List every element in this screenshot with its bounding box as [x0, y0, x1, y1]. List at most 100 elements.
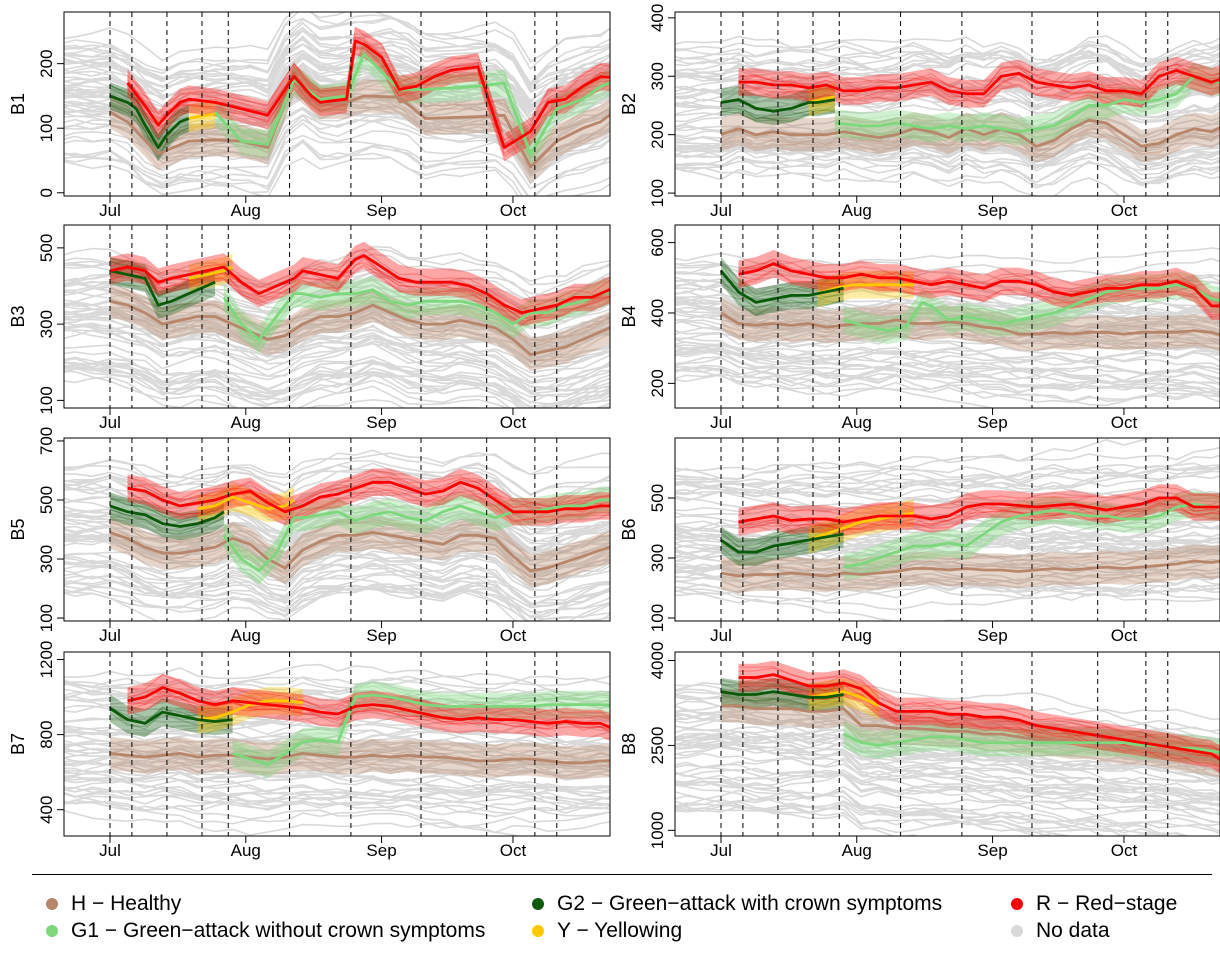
no-data-line — [64, 791, 610, 829]
no-data-line — [675, 516, 1220, 544]
series-member-line — [127, 485, 610, 523]
no-data-line — [675, 166, 1220, 196]
series-member-line — [720, 109, 835, 123]
no-data-line — [64, 374, 610, 408]
no-data-line — [675, 713, 1220, 751]
no-data-line — [675, 740, 1220, 803]
x-tick-label: Aug — [842, 841, 872, 860]
y-axis-title: B2 — [619, 93, 639, 115]
series-member-line — [223, 501, 610, 572]
series-member-line — [197, 507, 295, 521]
series-line-r — [109, 254, 610, 315]
panel-b7: 400 800 1200 Jul Aug Sep Oct B7 — [8, 641, 611, 860]
no-data-line — [675, 462, 1220, 482]
no-data-line — [64, 756, 610, 781]
x-tick-label: Aug — [231, 201, 261, 220]
no-data-line — [64, 537, 610, 591]
series-band-r — [738, 56, 1220, 108]
series-line-g1 — [843, 283, 1220, 333]
no-data-line — [675, 674, 1220, 732]
series-line-g2 — [719, 269, 844, 304]
no-data-line — [64, 705, 610, 727]
series-line-g2 — [720, 532, 844, 554]
series-member-line — [720, 130, 1220, 157]
series-member-line — [188, 275, 233, 287]
legend-item-g1: G1 − Green−attack without crown symptoms — [46, 919, 485, 943]
series-line-y — [197, 699, 303, 721]
no-data-line — [64, 565, 610, 616]
no-data-line — [64, 452, 610, 479]
no-data-line — [64, 138, 610, 196]
series-member-line — [127, 470, 610, 507]
series-member-line — [223, 509, 610, 584]
no-data-line — [675, 780, 1220, 829]
no-data-line — [675, 366, 1195, 408]
series-member-line — [738, 66, 1220, 93]
series-member-line — [109, 248, 610, 310]
y-tick-label: 300 — [648, 544, 667, 572]
no-data-line — [675, 90, 1220, 123]
series-member-line — [188, 105, 216, 108]
series-member-line — [127, 47, 610, 158]
series-member-line — [232, 689, 610, 765]
no-data-line — [64, 90, 610, 159]
series-line-y — [808, 690, 880, 708]
legend-divider — [32, 874, 1212, 875]
no-data-line — [64, 788, 610, 811]
no-data-line — [64, 789, 610, 818]
series-member-line — [834, 68, 1220, 122]
series-member-line — [223, 296, 610, 345]
y-tick-label: 500 — [648, 484, 667, 512]
no-data-line — [64, 522, 610, 567]
no-data-line — [64, 489, 610, 536]
no-data-line — [675, 781, 1171, 836]
no-data-line — [675, 745, 1220, 798]
panel-frame — [674, 437, 1220, 622]
series-band-r — [738, 250, 1220, 320]
no-data-line — [675, 737, 1220, 815]
plot-area — [675, 35, 1220, 196]
series-line-h — [721, 704, 1220, 763]
legend-swatch — [1011, 898, 1023, 910]
no-data-line — [675, 710, 1220, 741]
series-line-r — [738, 69, 1220, 96]
series-member-line — [109, 496, 225, 524]
y-tick-label: 100 — [37, 386, 56, 414]
y-tick-label: 100 — [37, 114, 56, 142]
no-data-line — [675, 336, 1220, 375]
series-member-line — [232, 693, 610, 761]
series-member-line — [127, 486, 610, 524]
no-data-line — [675, 789, 1220, 825]
no-data-line — [675, 752, 1220, 816]
no-data-line — [675, 694, 1220, 758]
series-band-g1 — [843, 490, 1220, 581]
no-data-line — [675, 560, 1220, 576]
no-data-line — [64, 305, 610, 354]
no-data-line — [675, 518, 1220, 575]
legend-swatch — [532, 925, 544, 937]
series-member-line — [738, 502, 1220, 532]
no-data-line — [64, 755, 610, 771]
no-data-line — [64, 533, 610, 577]
series-member-line — [223, 278, 610, 334]
x-tick-label: Jul — [99, 413, 121, 432]
no-data-line — [64, 707, 610, 736]
x-tick-label: Oct — [1111, 841, 1138, 860]
no-data-line — [675, 586, 1220, 611]
no-data-line — [64, 69, 610, 142]
series-member-line — [738, 268, 1220, 316]
panel-b8: 1000 2500 4000 Jul Aug Sep Oct B8 — [619, 642, 1220, 860]
no-data-line — [64, 675, 610, 696]
series-member-line — [843, 726, 1220, 744]
series-line-g1 — [222, 498, 610, 573]
series-band-g1 — [223, 276, 610, 354]
no-data-line — [675, 576, 1220, 603]
no-data-line — [675, 464, 1220, 490]
no-data-line — [64, 351, 610, 408]
series-member-line — [738, 63, 1220, 92]
x-tick-label: Jul — [710, 626, 732, 645]
y-tick-label: 700 — [37, 427, 56, 455]
no-data-line — [675, 546, 1220, 585]
no-data-line — [675, 364, 1220, 403]
series-member-line — [738, 499, 1220, 528]
